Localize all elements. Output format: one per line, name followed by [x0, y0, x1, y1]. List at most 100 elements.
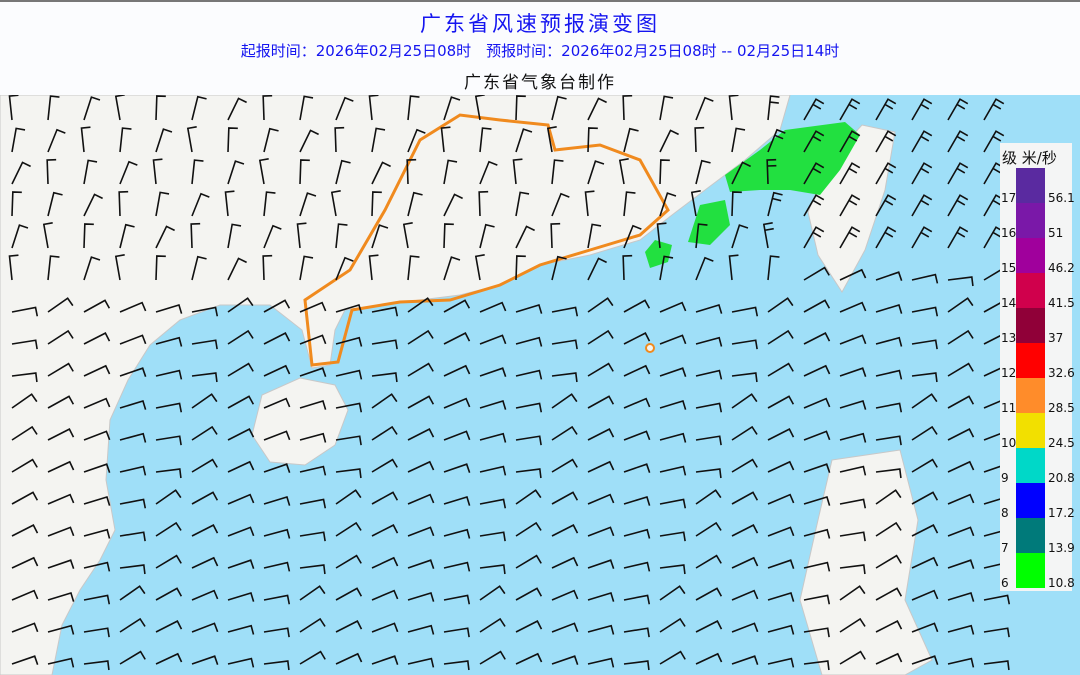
wind-barb — [263, 495, 291, 506]
wind-barb — [803, 430, 831, 441]
wind-barb — [371, 161, 391, 185]
wind-barb — [11, 524, 39, 537]
wind-barb — [947, 526, 975, 537]
wind-barb — [587, 559, 615, 569]
wind-barb — [911, 458, 938, 473]
wind-barb — [587, 591, 615, 602]
wind-barb — [839, 334, 867, 345]
wind-barb — [947, 395, 975, 409]
wind-barb — [299, 334, 327, 345]
wind-barb — [515, 336, 543, 347]
wind-barb — [479, 498, 507, 509]
wind-barb — [515, 652, 543, 665]
wind-barb — [406, 158, 417, 185]
wind-barb — [119, 301, 147, 313]
wind-barb — [407, 191, 423, 217]
wind-barb — [659, 95, 674, 121]
wind-barb — [515, 225, 535, 249]
wind-barb — [224, 190, 235, 217]
wind-barb — [803, 463, 831, 473]
wind-barb — [911, 130, 933, 153]
wind-barb — [515, 303, 543, 314]
wind-barb — [227, 624, 255, 635]
wind-barb — [839, 226, 861, 249]
wind-barb — [767, 297, 794, 313]
wind-barb — [47, 460, 75, 473]
wind-barb — [659, 432, 687, 443]
legend-row: 16 51 — [1000, 203, 1072, 240]
wind-barb — [618, 158, 629, 185]
wind-barb — [263, 364, 291, 377]
wind-barb — [335, 159, 351, 185]
wind-barb — [911, 98, 933, 121]
wind-barb — [155, 554, 182, 569]
wind-barb — [803, 98, 825, 121]
wind-barb — [407, 493, 435, 505]
wind-barb — [479, 127, 492, 153]
wind-barb — [119, 585, 146, 601]
wind-barb — [623, 299, 651, 313]
wind-barb — [371, 191, 382, 217]
wind-barb — [659, 650, 686, 665]
wind-barb — [371, 491, 399, 505]
wind-barb — [803, 528, 831, 539]
forecast-time: 起报时间：2026年02月25日08时 预报时间：2026年02月25日08时 … — [240, 42, 840, 60]
wind-barb — [803, 130, 825, 153]
wind-barb — [407, 657, 435, 668]
wind-barb — [227, 127, 238, 153]
legend-swatch — [1016, 343, 1045, 378]
wind-barb — [191, 339, 218, 350]
wind-barb — [227, 657, 255, 668]
wind-barb — [731, 425, 758, 441]
wind-barb — [623, 332, 651, 345]
wind-barb — [335, 435, 362, 446]
wind-barb — [371, 372, 398, 383]
wind-barb — [584, 190, 595, 217]
wind-barb — [767, 526, 795, 537]
legend-row: 10 24.5 — [1000, 413, 1075, 450]
wind-barb — [443, 463, 471, 473]
wind-barb — [911, 622, 939, 633]
legend-swatch — [1016, 413, 1045, 448]
wind-barb — [83, 397, 111, 409]
wind-barb — [839, 130, 861, 153]
wind-barb — [11, 306, 39, 317]
wind-barb — [839, 162, 861, 185]
wind-barb — [875, 620, 903, 633]
wind-barb — [11, 393, 38, 409]
wind-barb — [299, 650, 326, 665]
wind-barb — [443, 364, 471, 377]
wind-barb — [911, 425, 938, 441]
wind-barb — [443, 594, 471, 605]
wind-barb — [155, 521, 182, 537]
wind-barb — [839, 399, 867, 410]
wind-barb — [659, 498, 687, 509]
wind-barb — [875, 303, 903, 314]
wind-barb — [47, 559, 75, 569]
wind-barb — [515, 521, 542, 537]
wind-barb — [8, 254, 19, 281]
legend-swatch — [1016, 378, 1045, 413]
gale-areas — [645, 122, 860, 268]
wind-barb — [875, 271, 903, 281]
wind-barb — [47, 428, 75, 441]
wind-barb — [728, 254, 739, 281]
wind-barb — [155, 468, 182, 479]
wind-barb — [83, 299, 111, 313]
wind-barb — [299, 301, 327, 313]
wind-barb — [731, 491, 759, 505]
wind-barb — [407, 362, 434, 377]
wind-barb — [622, 95, 633, 121]
wind-barb — [191, 458, 218, 473]
wind-barb — [155, 225, 175, 249]
wind-barb — [335, 369, 363, 380]
wind-barb — [947, 276, 974, 287]
wind-barb — [839, 585, 866, 601]
wind-barb — [587, 257, 607, 281]
wind-barb — [83, 594, 111, 605]
wind-barb — [587, 297, 614, 313]
wind-barb — [623, 627, 650, 638]
wind-barb — [479, 465, 507, 476]
wind-barb — [659, 617, 686, 633]
legend-speed: 17.2 — [1048, 506, 1075, 520]
